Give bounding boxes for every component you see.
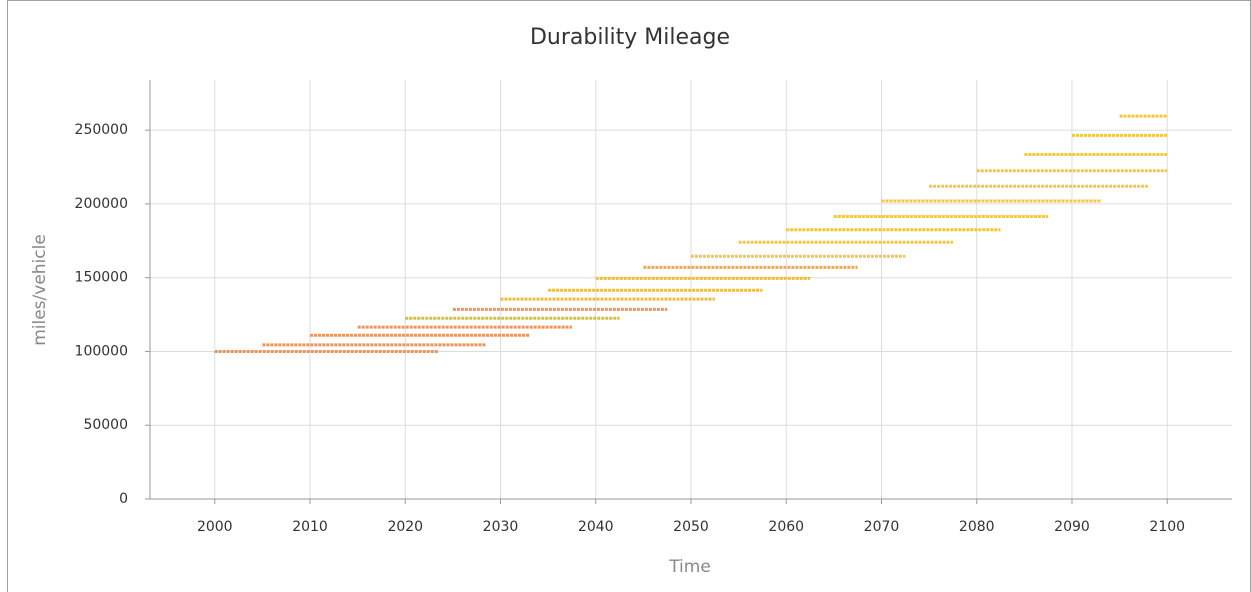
x-tick-label: 2100 bbox=[1149, 519, 1185, 535]
y-tick-label: 0 bbox=[119, 491, 128, 507]
chart-title: Durability Mileage bbox=[530, 25, 730, 50]
x-tick-label: 2060 bbox=[768, 519, 804, 535]
x-tick-label: 2030 bbox=[483, 519, 519, 535]
y-tick-label: 100000 bbox=[75, 343, 128, 359]
x-tick-label: 2000 bbox=[197, 519, 233, 535]
x-axis-title: Time bbox=[668, 557, 711, 577]
x-tick-label: 2070 bbox=[864, 519, 900, 535]
y-tick-label: 150000 bbox=[75, 270, 128, 286]
x-tick-label: 2080 bbox=[959, 519, 995, 535]
x-tick-label: 2020 bbox=[387, 519, 423, 535]
frame bbox=[7, 0, 1251, 592]
x-tick-label: 2010 bbox=[292, 519, 328, 535]
y-tick-label: 200000 bbox=[75, 196, 128, 212]
x-tick-label: 2090 bbox=[1054, 519, 1090, 535]
y-tick-label: 250000 bbox=[75, 122, 128, 138]
x-tick-label: 2050 bbox=[673, 519, 709, 535]
y-tick-label: 50000 bbox=[83, 417, 128, 433]
y-axis-title: miles/vehicle bbox=[30, 234, 50, 346]
x-tick-label: 2040 bbox=[578, 519, 614, 535]
